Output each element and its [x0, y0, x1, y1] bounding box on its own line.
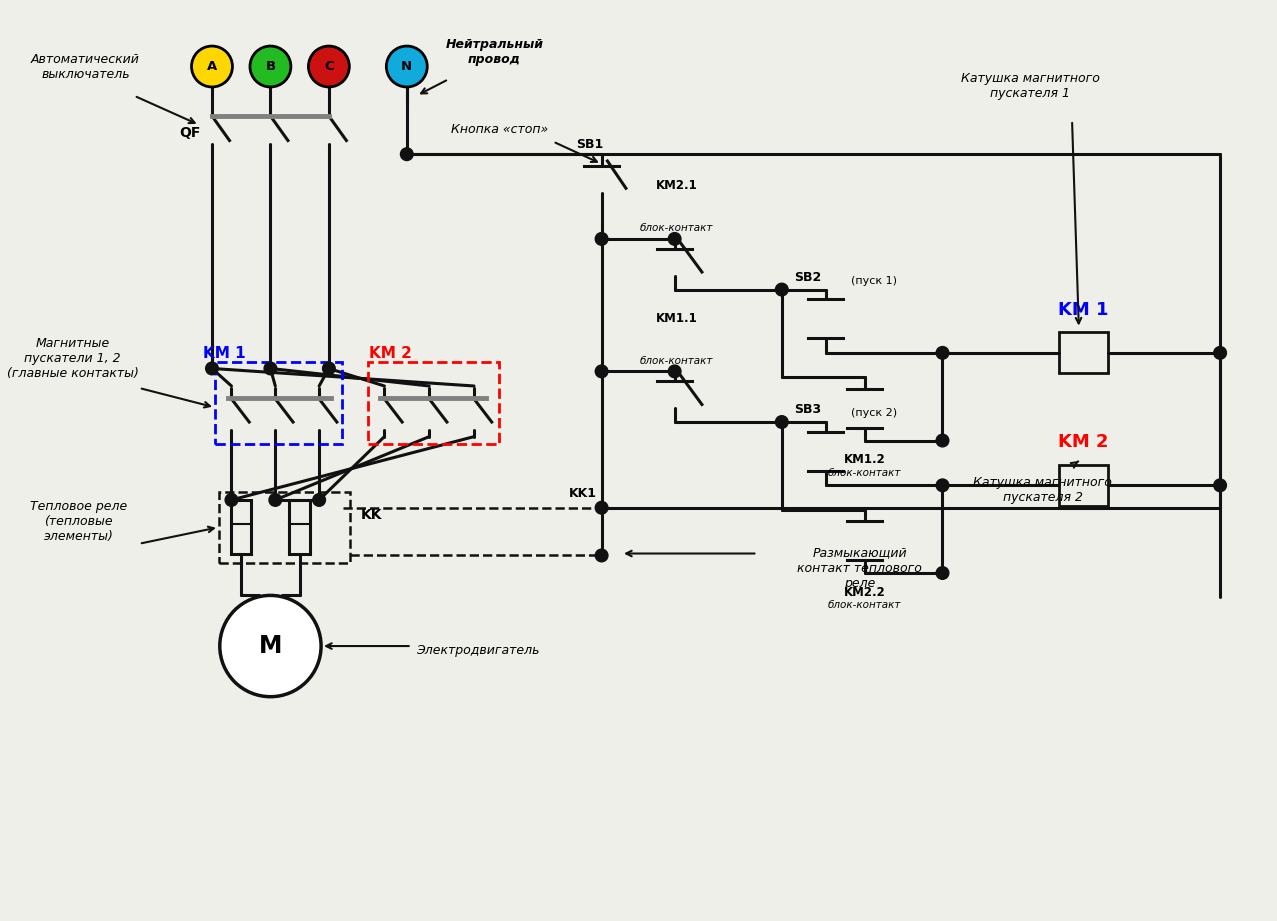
Text: N: N — [401, 60, 412, 73]
Circle shape — [250, 46, 291, 87]
Circle shape — [936, 566, 949, 579]
Text: B: B — [266, 60, 276, 73]
Circle shape — [595, 549, 608, 562]
Circle shape — [668, 233, 681, 245]
Text: QF: QF — [179, 126, 200, 140]
Circle shape — [192, 46, 232, 87]
Circle shape — [225, 494, 238, 507]
Text: KM2.1: KM2.1 — [655, 180, 697, 192]
Text: KM 2: KM 2 — [1059, 433, 1108, 451]
Text: KM1.2: KM1.2 — [844, 453, 885, 466]
Text: Размыкающий
контакт теплового
реле: Размыкающий контакт теплового реле — [797, 547, 922, 589]
Text: блок-контакт: блок-контакт — [640, 356, 714, 366]
Circle shape — [595, 365, 608, 378]
Text: KM 1: KM 1 — [203, 345, 246, 361]
Circle shape — [936, 346, 949, 359]
Bar — [368, 362, 499, 445]
Circle shape — [595, 233, 608, 245]
Circle shape — [936, 434, 949, 447]
Bar — [231, 500, 252, 554]
Text: SB2: SB2 — [794, 271, 821, 284]
Circle shape — [269, 494, 282, 507]
Bar — [1060, 332, 1108, 373]
Text: A: A — [207, 60, 217, 73]
Circle shape — [668, 365, 681, 378]
Circle shape — [401, 148, 414, 160]
Bar — [215, 362, 341, 445]
Text: KM1.1: KM1.1 — [655, 311, 697, 324]
Bar — [1060, 465, 1108, 506]
Circle shape — [1213, 346, 1226, 359]
Text: Электродвигатель: Электродвигатель — [416, 645, 540, 658]
Text: SB1: SB1 — [576, 138, 604, 151]
Text: KM 2: KM 2 — [369, 345, 411, 361]
Circle shape — [264, 362, 277, 375]
Circle shape — [220, 595, 321, 696]
Text: KK1: KK1 — [568, 487, 596, 500]
Text: (пуск 2): (пуск 2) — [850, 408, 896, 418]
Text: Магнитные
пускатели 1, 2
(главные контакты): Магнитные пускатели 1, 2 (главные контак… — [6, 337, 139, 380]
Text: блок-контакт: блок-контакт — [827, 600, 902, 611]
Text: Автоматический
выключатель: Автоматический выключатель — [31, 52, 139, 80]
Circle shape — [206, 362, 218, 375]
Text: (пуск 1): (пуск 1) — [850, 275, 896, 286]
Text: C: C — [324, 60, 333, 73]
Circle shape — [309, 46, 350, 87]
Circle shape — [595, 501, 608, 514]
Text: блок-контакт: блок-контакт — [827, 468, 902, 478]
Text: Нейтральный
провод: Нейтральный провод — [446, 38, 544, 66]
Circle shape — [775, 415, 788, 428]
Text: Тепловое реле
(тепловые
элементы): Тепловое реле (тепловые элементы) — [29, 500, 128, 542]
Bar — [218, 492, 350, 564]
Text: M: M — [259, 634, 282, 658]
Text: блок-контакт: блок-контакт — [640, 223, 714, 233]
Circle shape — [323, 362, 335, 375]
Bar — [290, 500, 310, 554]
Text: KM 1: KM 1 — [1059, 301, 1108, 319]
Text: Кнопка «стоп»: Кнопка «стоп» — [451, 123, 548, 136]
Text: Катушка магнитного
пускателя 2: Катушка магнитного пускателя 2 — [973, 476, 1112, 504]
Circle shape — [936, 479, 949, 492]
Text: SB3: SB3 — [794, 403, 821, 416]
Circle shape — [775, 284, 788, 296]
Text: KM2.2: KM2.2 — [844, 586, 885, 599]
Circle shape — [313, 494, 326, 507]
Circle shape — [387, 46, 428, 87]
Circle shape — [1213, 479, 1226, 492]
Text: Катушка магнитного
пускателя 1: Катушка магнитного пускателя 1 — [960, 72, 1099, 100]
Text: KK: KK — [361, 507, 383, 521]
